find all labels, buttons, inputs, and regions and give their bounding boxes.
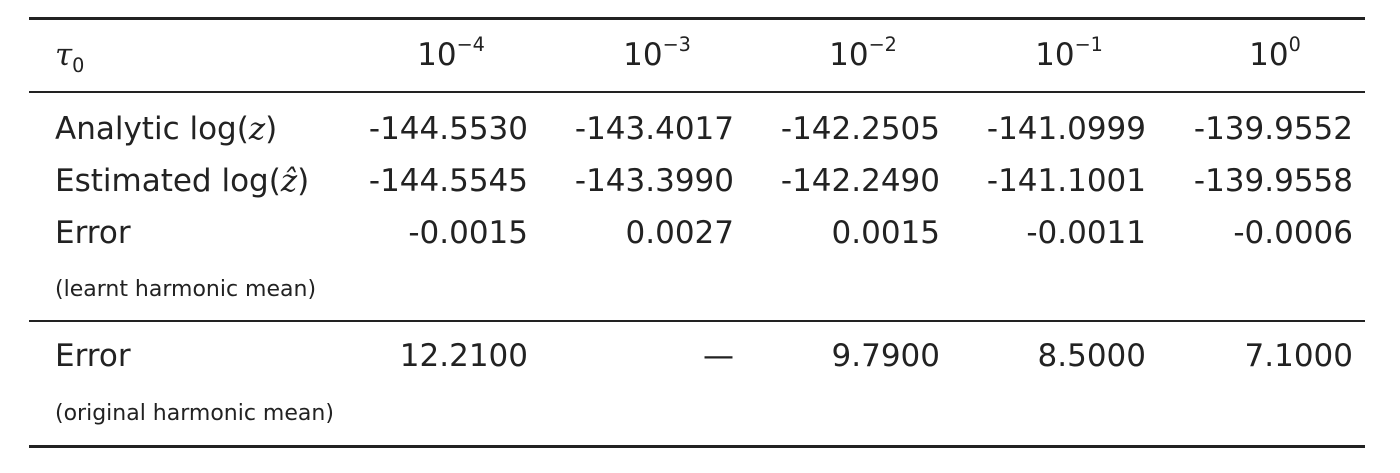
table-cell: -141.0999 — [986, 111, 1146, 147]
row-note-learnt: (learnt harmonic mean) — [55, 277, 317, 302]
row-label-error-original: Error — [55, 338, 131, 374]
table-cell: -0.0011 — [1026, 215, 1146, 251]
tau-subscript: 0 — [72, 54, 85, 78]
table-cell: -141.1001 — [986, 163, 1146, 199]
row-label-error-learnt: Error — [55, 215, 131, 251]
header-rule — [29, 91, 1365, 93]
table-cell: -144.5530 — [368, 111, 528, 147]
section-rule — [29, 320, 1365, 322]
table-cell: -139.9552 — [1193, 111, 1353, 147]
row-label-estimated: Estimated log(ẑ) — [55, 163, 310, 199]
table-cell: -0.0006 — [1233, 215, 1353, 251]
table-cell: 8.5000 — [1037, 338, 1146, 374]
column-header: 10−4 — [417, 32, 485, 73]
column-header: 10−3 — [623, 32, 691, 73]
table-cell: -142.2505 — [780, 111, 940, 147]
column-header: 100 — [1249, 32, 1301, 73]
row-note-original: (original harmonic mean) — [55, 401, 334, 426]
bottom-rule — [29, 445, 1365, 448]
column-header: 10−1 — [1035, 32, 1103, 73]
table-cell: -144.5545 — [368, 163, 528, 199]
top-rule — [29, 17, 1365, 20]
table-cell: -0.0015 — [408, 215, 528, 251]
table-cell: 7.1000 — [1244, 338, 1353, 374]
table-cell: — — [703, 338, 734, 374]
column-header: 10−2 — [829, 32, 897, 73]
table-cell: 0.0027 — [625, 215, 734, 251]
table-cell: -143.4017 — [574, 111, 734, 147]
table-cell: -143.3990 — [574, 163, 734, 199]
table-cell: -139.9558 — [1193, 163, 1353, 199]
table-cell: 9.7900 — [831, 338, 940, 374]
param-header: τ0 — [55, 37, 84, 76]
table-cell: 0.0015 — [831, 215, 940, 251]
table-cell: 12.2100 — [399, 338, 528, 374]
table-cell: -142.2490 — [780, 163, 940, 199]
tau-symbol: τ — [55, 37, 73, 73]
row-label-analytic: Analytic log(z) — [55, 111, 278, 147]
